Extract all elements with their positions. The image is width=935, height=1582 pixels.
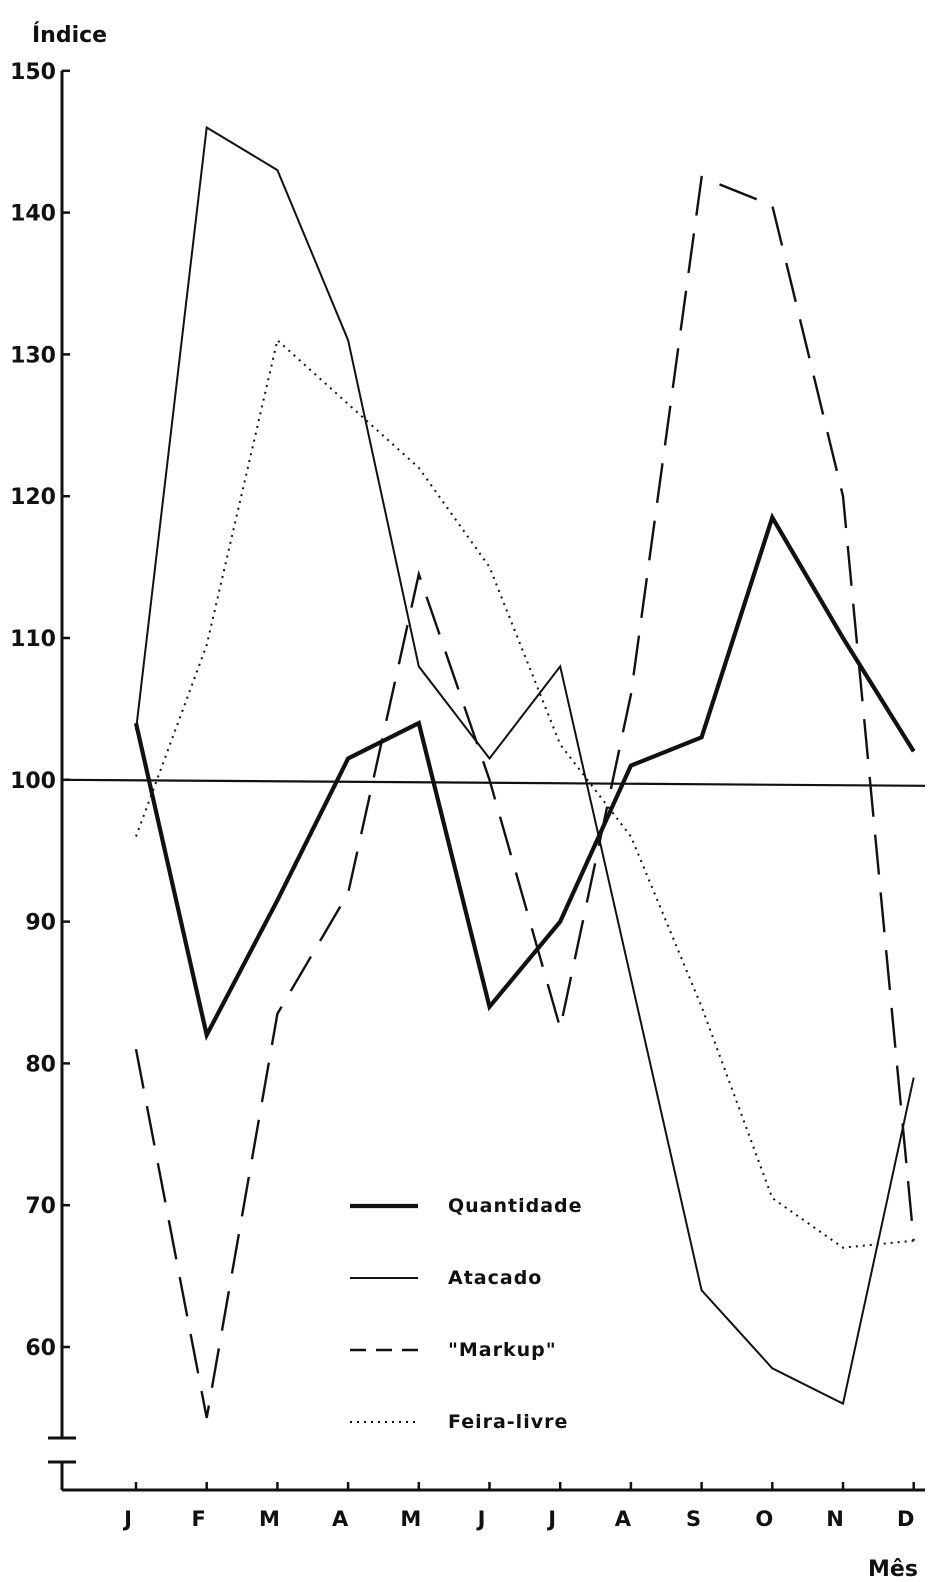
legend-label: Quantidade [448,1195,583,1217]
y-tick-label: 80 [25,1052,56,1077]
y-axis-title: Índice [32,22,107,48]
x-tick-label: J [122,1507,132,1531]
x-tick-label: N [826,1507,844,1531]
reference-line-group [61,778,926,787]
y-tick-label: 120 [10,485,56,510]
legend-label: Feira-livre [448,1411,568,1433]
legend-label: "Markup" [448,1339,557,1361]
x-tick-label: A [615,1507,632,1531]
x-tick-label: A [332,1507,349,1531]
y-tick-labels: 60 70 80 90 100 110 120 130 140 150 [10,60,56,1361]
x-tick-label: S [686,1507,701,1531]
legend: Quantidade Atacado "Markup" Feira-livre [350,1195,583,1433]
y-tick-label: 100 [10,769,56,794]
reference-line-100 [61,778,926,787]
y-tick-label: 110 [10,627,56,652]
series-line-thin-solid [135,125,915,1406]
y-tick-label: 70 [25,1194,56,1219]
axes [48,69,925,1492]
series-line-thick-solid [133,512,916,1042]
y-tick-label: 150 [10,60,56,85]
y-tick-label: 60 [25,1336,56,1361]
x-tick-label: J [476,1507,486,1531]
series-line-dotted [135,338,914,1249]
x-tick-label: O [755,1507,773,1531]
x-tick-label: J [546,1507,556,1531]
x-tick-label: M [400,1507,421,1531]
series-group [133,125,916,1419]
y-tick-label: 130 [10,343,56,368]
y-tick-label: 90 [25,911,56,936]
legend-label: Atacado [448,1267,542,1289]
y-tick-label: 140 [10,202,56,227]
x-tick-label: D [897,1507,914,1531]
x-tick-label: M [259,1507,280,1531]
series-line-dashed [134,175,915,1419]
x-axis-title: Mês [868,1557,918,1582]
x-tick-label: F [192,1507,206,1531]
